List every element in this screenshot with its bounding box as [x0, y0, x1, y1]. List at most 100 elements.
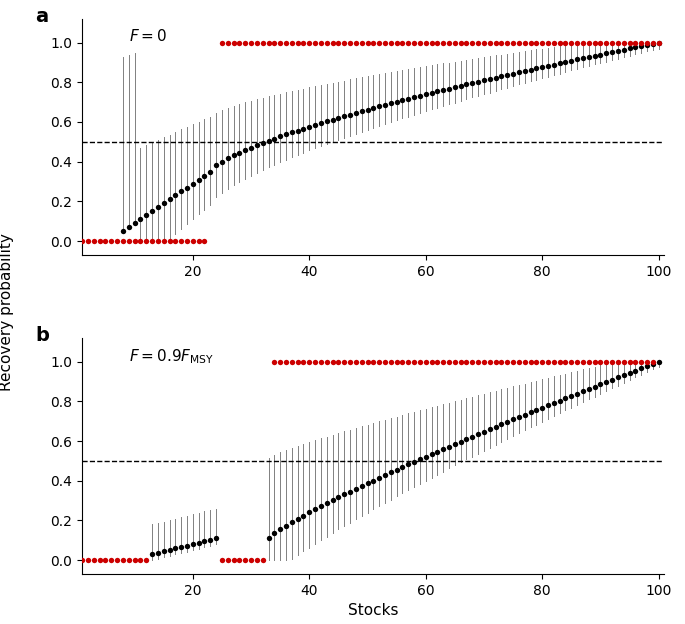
- Point: [624, 37, 635, 47]
- Point: [455, 80, 466, 90]
- Point: [531, 405, 542, 415]
- Point: [385, 99, 396, 109]
- Point: [641, 40, 652, 50]
- Point: [391, 465, 402, 475]
- Point: [245, 37, 256, 47]
- Point: [373, 102, 384, 112]
- Point: [141, 236, 152, 246]
- Point: [519, 356, 530, 366]
- Point: [531, 356, 542, 366]
- Point: [222, 154, 233, 163]
- Point: [536, 37, 547, 47]
- Point: [199, 236, 210, 246]
- Point: [647, 37, 658, 47]
- Point: [228, 150, 239, 160]
- Point: [525, 356, 536, 366]
- Point: [420, 89, 431, 99]
- Point: [601, 377, 612, 387]
- Point: [414, 91, 425, 101]
- Point: [618, 356, 629, 366]
- Point: [164, 195, 175, 205]
- Point: [595, 49, 606, 59]
- Point: [77, 236, 88, 246]
- Point: [158, 198, 169, 208]
- Point: [560, 393, 571, 403]
- Point: [571, 356, 582, 366]
- Point: [123, 555, 134, 565]
- Point: [257, 555, 268, 565]
- Point: [426, 449, 437, 459]
- Point: [275, 524, 286, 534]
- Point: [345, 487, 356, 497]
- Point: [438, 356, 449, 366]
- Point: [303, 507, 314, 517]
- Point: [466, 432, 477, 442]
- Point: [577, 386, 588, 396]
- Point: [199, 170, 210, 180]
- Point: [571, 54, 582, 64]
- Point: [397, 356, 408, 366]
- Point: [303, 356, 314, 366]
- Point: [653, 37, 664, 47]
- Text: $F = 0$: $F = 0$: [129, 28, 167, 44]
- Point: [636, 37, 647, 47]
- Point: [612, 356, 623, 366]
- Point: [583, 356, 594, 366]
- Point: [536, 356, 547, 366]
- Point: [193, 538, 204, 548]
- Point: [496, 37, 507, 47]
- Point: [478, 76, 489, 85]
- Point: [170, 544, 181, 553]
- Point: [414, 37, 425, 47]
- Point: [292, 37, 303, 47]
- Text: a: a: [36, 7, 49, 26]
- Point: [554, 396, 565, 406]
- Point: [170, 236, 181, 246]
- Point: [303, 122, 314, 132]
- Point: [333, 492, 344, 502]
- Point: [356, 106, 367, 116]
- Point: [275, 37, 286, 47]
- Point: [595, 379, 606, 389]
- Point: [356, 37, 367, 47]
- Point: [187, 539, 199, 549]
- Point: [501, 356, 512, 366]
- Point: [228, 555, 239, 565]
- Point: [286, 37, 297, 47]
- Point: [484, 356, 495, 366]
- Point: [193, 175, 204, 185]
- Point: [583, 37, 594, 47]
- Point: [566, 391, 577, 401]
- Point: [408, 356, 419, 366]
- Point: [263, 534, 274, 544]
- Point: [100, 236, 111, 246]
- Point: [205, 167, 216, 177]
- Point: [362, 105, 373, 115]
- Point: [606, 47, 617, 57]
- Point: [251, 37, 262, 47]
- Point: [391, 37, 402, 47]
- Point: [385, 467, 396, 477]
- Point: [345, 356, 356, 366]
- Point: [345, 37, 356, 47]
- Point: [501, 37, 512, 47]
- Point: [210, 534, 221, 544]
- Point: [438, 37, 449, 47]
- Point: [280, 130, 291, 140]
- Point: [373, 473, 384, 483]
- Point: [275, 132, 286, 142]
- Point: [333, 113, 344, 123]
- Point: [432, 37, 443, 47]
- Point: [263, 135, 274, 145]
- Point: [543, 61, 553, 71]
- Point: [234, 148, 245, 158]
- Point: [385, 356, 396, 366]
- Point: [321, 356, 332, 366]
- Point: [310, 120, 321, 130]
- Point: [408, 37, 419, 47]
- Point: [513, 412, 524, 422]
- Point: [443, 356, 454, 366]
- Point: [438, 444, 449, 454]
- Point: [449, 37, 460, 47]
- Point: [158, 547, 169, 557]
